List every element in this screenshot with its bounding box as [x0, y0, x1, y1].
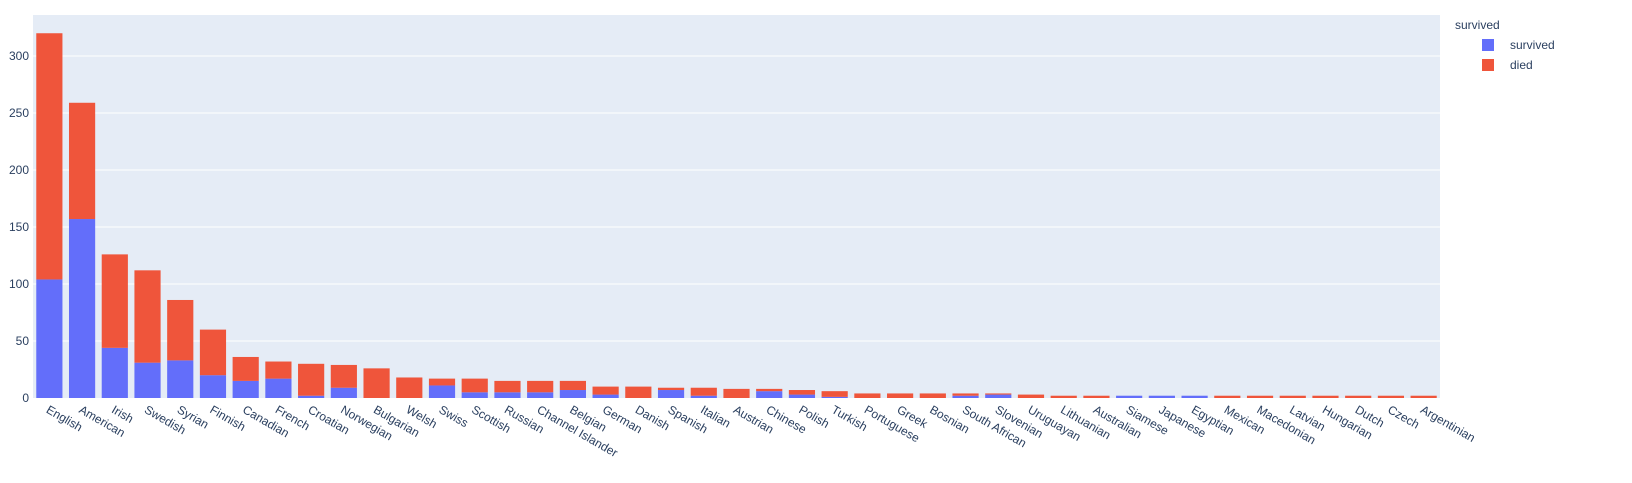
bar-died[interactable] — [952, 393, 979, 396]
bar-died[interactable] — [134, 270, 161, 363]
bar-died[interactable] — [428, 378, 456, 386]
bar-survived[interactable] — [461, 392, 488, 398]
y-tick-label: 150 — [9, 220, 29, 234]
bar-died[interactable] — [1312, 395, 1339, 398]
plot-background — [33, 15, 1440, 398]
bar-survived[interactable] — [101, 347, 128, 398]
bar-survived[interactable] — [494, 392, 521, 398]
bar-survived[interactable] — [36, 279, 63, 398]
bar-survived[interactable] — [298, 395, 325, 398]
bar-died[interactable] — [101, 254, 128, 348]
bar-died[interactable] — [1214, 395, 1241, 398]
bar-died[interactable] — [396, 377, 423, 398]
bar-died[interactable] — [494, 380, 521, 393]
bar-died[interactable] — [1345, 395, 1372, 398]
x-tick-label: Czech — [1385, 402, 1421, 431]
bar-died[interactable] — [1050, 395, 1077, 398]
bar-died[interactable] — [363, 368, 390, 398]
legend-title: survived — [1455, 18, 1500, 32]
bar-survived[interactable] — [985, 394, 1012, 398]
bar-died[interactable] — [657, 387, 685, 391]
y-tick-label: 250 — [9, 106, 29, 120]
bar-died[interactable] — [1017, 394, 1045, 398]
bar-survived[interactable] — [428, 385, 456, 398]
bar-died[interactable] — [625, 386, 652, 398]
bar-died[interactable] — [527, 380, 554, 393]
bar-died[interactable] — [821, 391, 848, 397]
x-tick-label: English — [44, 402, 85, 434]
y-tick-label: 0 — [22, 391, 29, 405]
bar-died[interactable] — [1279, 395, 1306, 398]
bar-died[interactable] — [854, 393, 881, 398]
bar-survived[interactable] — [592, 394, 619, 398]
bar-survived[interactable] — [690, 395, 717, 398]
y-tick-label: 50 — [16, 334, 30, 348]
x-tick-label: Finnish — [207, 402, 248, 433]
bar-died[interactable] — [199, 329, 227, 376]
bar-died[interactable] — [298, 363, 325, 396]
bar-died[interactable] — [1377, 395, 1405, 398]
bar-died[interactable] — [887, 393, 914, 398]
x-tick-label: Turkish — [829, 402, 870, 434]
bar-died[interactable] — [1410, 395, 1437, 398]
bar-survived[interactable] — [657, 390, 685, 398]
bar-survived[interactable] — [952, 395, 979, 398]
x-tick-label: Argentinian — [1418, 402, 1478, 444]
bar-died[interactable] — [1246, 395, 1274, 398]
bar-died[interactable] — [330, 364, 357, 388]
bar-died[interactable] — [167, 299, 194, 361]
bar-died[interactable] — [985, 393, 1012, 395]
bar-survived[interactable] — [527, 392, 554, 398]
legend-label: survived — [1510, 38, 1555, 52]
bar-died[interactable] — [723, 388, 750, 398]
bar-died[interactable] — [461, 378, 488, 393]
bar-survived[interactable] — [756, 391, 783, 398]
legend-label: died — [1510, 58, 1533, 72]
bar-died[interactable] — [756, 388, 783, 392]
bar-survived[interactable] — [1116, 395, 1143, 398]
bar-survived[interactable] — [559, 390, 586, 398]
y-tick-label: 300 — [9, 49, 29, 63]
bar-died[interactable] — [265, 361, 292, 379]
bar-survived[interactable] — [167, 360, 194, 398]
bar-survived[interactable] — [134, 362, 161, 398]
bar-died[interactable] — [68, 102, 96, 220]
bar-died[interactable] — [232, 356, 259, 381]
bar-died[interactable] — [919, 393, 946, 398]
bar-survived[interactable] — [1148, 395, 1175, 398]
bar-survived[interactable] — [821, 396, 848, 398]
bar-died[interactable] — [690, 387, 717, 396]
bar-died[interactable] — [788, 390, 816, 395]
y-tick-label: 100 — [9, 277, 29, 291]
bar-died[interactable] — [1083, 395, 1110, 398]
bar-survived[interactable] — [788, 394, 816, 398]
bar-survived[interactable] — [199, 375, 227, 398]
bar-survived[interactable] — [265, 378, 292, 398]
legend: survived survived died — [1455, 18, 1555, 72]
bar-survived[interactable] — [232, 380, 259, 398]
legend-swatch — [1482, 59, 1494, 71]
bar-died[interactable] — [559, 380, 586, 391]
legend-item-died[interactable]: died — [1482, 58, 1533, 72]
bar-survived[interactable] — [1181, 395, 1208, 398]
bar-died[interactable] — [592, 386, 619, 395]
legend-swatch — [1482, 39, 1494, 51]
bar-survived[interactable] — [68, 219, 96, 398]
y-tick-label: 200 — [9, 163, 29, 177]
bar-died[interactable] — [36, 33, 63, 280]
legend-item-survived[interactable]: survived — [1482, 38, 1555, 52]
bar-survived[interactable] — [330, 387, 357, 398]
x-tick-label: Swiss — [437, 402, 471, 430]
